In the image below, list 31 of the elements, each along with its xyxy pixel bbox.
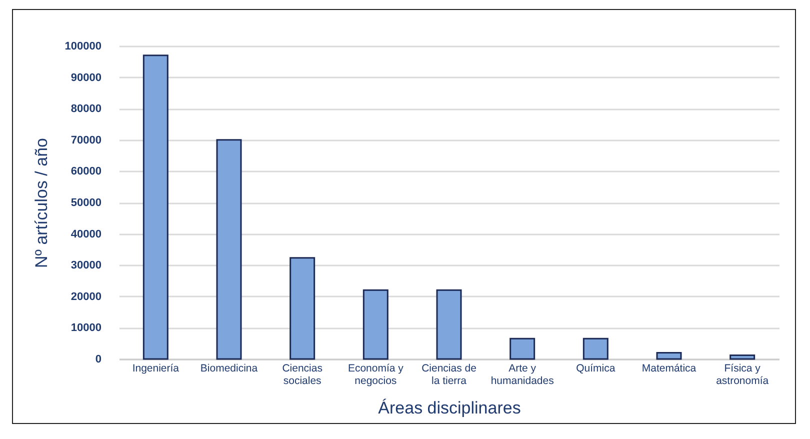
- bar: [216, 139, 242, 360]
- y-tick-label: 50000: [70, 197, 102, 209]
- x-tick-label: Economía y negocios: [348, 362, 404, 387]
- y-tick-label: 40000: [70, 228, 102, 240]
- y-tick-label: 70000: [70, 134, 102, 146]
- y-tick-label: 90000: [70, 72, 102, 84]
- x-tick-label: Física y astronomía: [716, 362, 769, 387]
- x-tick-label: Matemática: [642, 362, 696, 374]
- x-tick-label: Ingeniería: [132, 362, 180, 374]
- x-axis-title: Áreas disciplinares: [378, 398, 521, 418]
- bar: [290, 257, 316, 360]
- y-tick-label: 0: [95, 354, 102, 366]
- x-tick-label: Ciencias sociales: [282, 362, 322, 387]
- x-tick-label: Biomedicina: [200, 362, 258, 374]
- x-tick-label: Arte y humanidades: [490, 362, 554, 387]
- bar: [656, 352, 682, 360]
- y-tick-label: 60000: [70, 166, 102, 178]
- x-tick-label: Ciencias de la tierra: [422, 362, 477, 387]
- y-tick-label: 20000: [70, 290, 102, 303]
- bar: [362, 289, 388, 360]
- bar: [510, 338, 536, 360]
- bar: [582, 338, 608, 360]
- y-tick-label: 100000: [64, 40, 102, 52]
- y-tick-label: 80000: [70, 103, 102, 116]
- bar: [142, 54, 168, 360]
- y-axis-title: Nº artículos / año: [32, 138, 51, 268]
- y-tick-label: 30000: [70, 260, 102, 272]
- bar: [436, 289, 462, 360]
- bar: [730, 354, 756, 360]
- y-tick-label: 10000: [70, 322, 102, 334]
- x-tick-label: Química: [576, 362, 616, 374]
